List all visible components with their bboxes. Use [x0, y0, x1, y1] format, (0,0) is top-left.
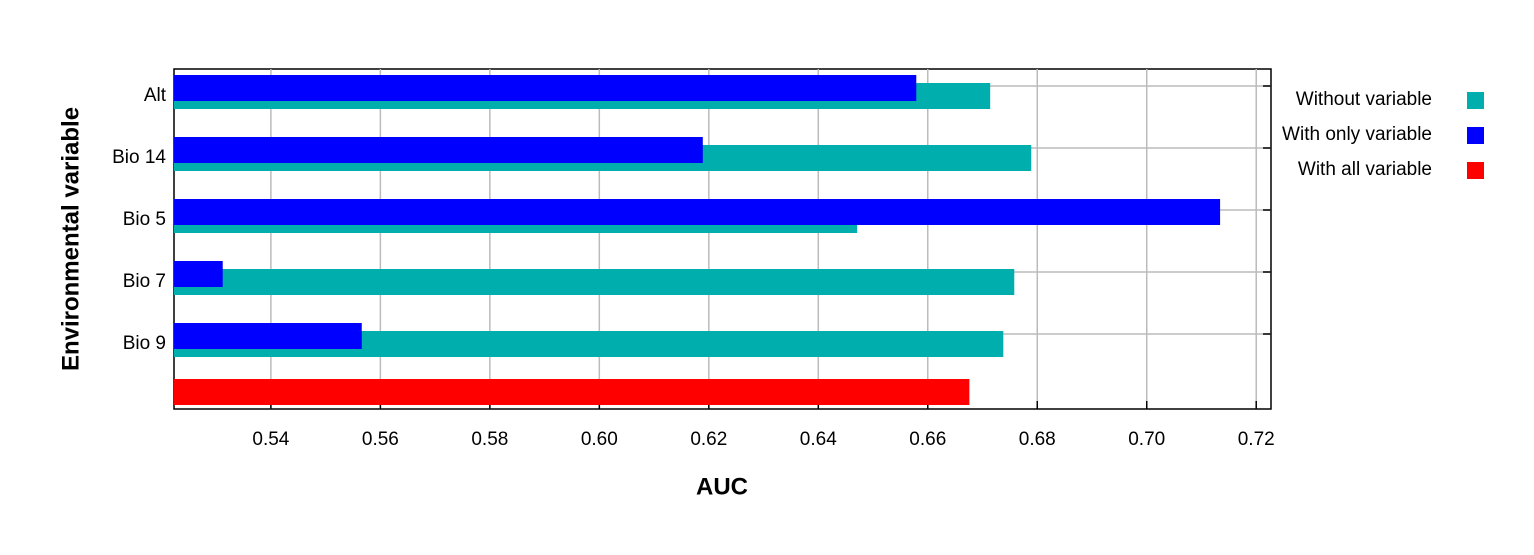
bar [174, 199, 1221, 225]
y-tick-label: Alt [144, 85, 167, 106]
bar [174, 323, 362, 349]
plot-frame [173, 68, 1272, 410]
y-tick-label: Bio 9 [123, 333, 166, 354]
legend-label: With only variable [1282, 124, 1432, 145]
x-tick-label: 0.58 [471, 429, 508, 450]
x-tick-label: 0.60 [581, 429, 618, 450]
bar [174, 261, 223, 287]
y-axis-title: Environmental variable [57, 107, 84, 371]
x-tick-label: 0.56 [362, 429, 399, 450]
x-tick-label: 0.70 [1128, 429, 1165, 450]
bar [174, 379, 970, 405]
bar [174, 137, 703, 163]
y-tick-label: Bio 7 [123, 271, 166, 292]
x-tick-label: 0.68 [1019, 429, 1056, 450]
y-tick-label: Bio 14 [112, 147, 166, 168]
x-tick-label: 0.66 [909, 429, 946, 450]
legend-swatch [1467, 162, 1484, 179]
legend-swatch [1467, 92, 1484, 109]
x-tick-label: 0.54 [252, 429, 289, 450]
x-tick-label: 0.64 [800, 429, 837, 450]
x-axis-title: AUC [696, 473, 748, 500]
x-tick-label: 0.62 [690, 429, 727, 450]
x-tick-label: 0.72 [1238, 429, 1275, 450]
legend-label: Without variable [1296, 89, 1432, 110]
bar [174, 269, 1015, 295]
bar [174, 75, 917, 101]
y-tick-label: Bio 5 [123, 209, 166, 230]
legend-swatch [1467, 127, 1484, 144]
legend-label: With all variable [1298, 159, 1432, 180]
